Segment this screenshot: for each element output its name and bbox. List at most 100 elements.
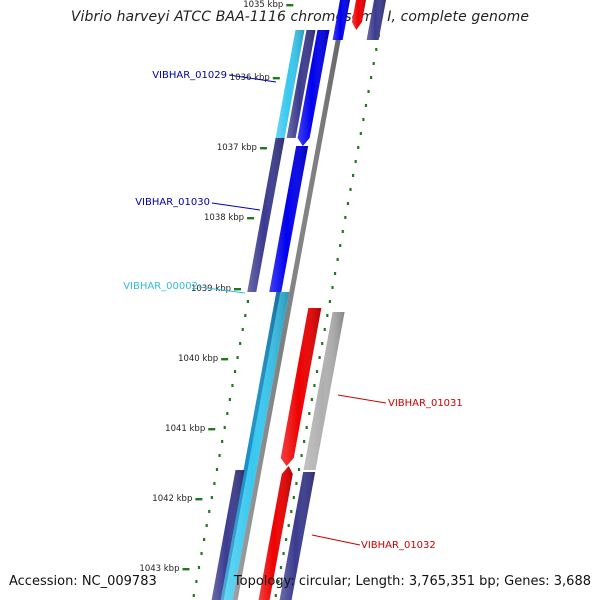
map-title: Vibrio harveyi ATCC BAA-1116 chromosome …: [70, 9, 530, 25]
ring-dot-outer: [318, 356, 321, 359]
ring-dot-outer: [313, 384, 316, 387]
ring-dot-outer: [328, 300, 331, 303]
feature-blue-cds-1-shade: [297, 30, 330, 146]
tick-label: 1040 kbp: [178, 354, 218, 364]
ring-dot-inner: [215, 468, 219, 471]
label-leader: [198, 286, 246, 294]
label-leader: [228, 74, 277, 83]
ring-dot-outer: [359, 132, 362, 135]
ring-dot-outer: [308, 412, 311, 415]
feature-blue-cds-2-shade: [269, 146, 309, 292]
ring-dot-outer: [321, 342, 324, 345]
ring-dot-outer: [351, 174, 355, 177]
feature-vibhar-01031-red-shade: [280, 308, 322, 466]
feature-top-purple-shade: [366, 0, 386, 40]
ring-dot-inner: [213, 482, 216, 485]
ring-dot-inner: [228, 398, 231, 401]
ring-dot-inner: [244, 314, 247, 317]
feature-lower-purple-shade: [211, 470, 245, 600]
feature-vibhar-01030-shade: [247, 138, 285, 292]
ring-dot-outer: [297, 468, 301, 471]
ring-dot-outer: [305, 426, 308, 429]
feature-vibhar-01032-shade: [258, 466, 293, 600]
tick-mark: [259, 147, 267, 150]
ring-dot-outer: [279, 566, 283, 569]
ring-dot-inner: [195, 580, 198, 583]
ring-dot-inner: [203, 538, 206, 541]
ring-dot-inner: [192, 594, 195, 597]
ring-dot-inner: [223, 426, 226, 429]
ring-dot-outer: [370, 76, 373, 79]
ring-dot-outer: [341, 230, 344, 233]
ring-dot-outer: [344, 216, 347, 219]
ring-dot-outer: [354, 160, 357, 163]
feature-vibhar-01029-rna-shade: [275, 30, 305, 138]
tick-label: 1043 kbp: [139, 564, 179, 574]
ring-dot-outer: [315, 370, 319, 373]
tick-mark: [195, 498, 203, 501]
ring-dot-outer: [372, 62, 375, 65]
ring-dot-outer: [339, 244, 342, 247]
ring-dot-inner: [226, 412, 229, 415]
ring-dot-outer: [326, 314, 329, 317]
ring-dot-outer: [295, 482, 298, 485]
tick-mark: [286, 4, 294, 7]
feature-tracks: [211, 0, 386, 600]
ring-dot-outer: [331, 286, 334, 289]
tick-label: 1042 kbp: [152, 494, 192, 504]
ring-dot-inner: [239, 342, 242, 345]
ring-dot-inner: [208, 510, 211, 513]
ring-dot-outer: [364, 104, 368, 107]
feature-vibhar-01029-shade: [286, 30, 316, 138]
feature-label-vibhar-01029: VIBHAR_01029: [152, 70, 227, 81]
tick-mark: [221, 358, 229, 361]
tick-label: 1035 kbp: [243, 0, 283, 10]
ring-dot-inner: [210, 496, 213, 499]
tick-mark: [208, 428, 216, 431]
label-leader: [211, 202, 261, 211]
ring-dot-inner: [200, 552, 203, 555]
ring-dot-outer: [349, 188, 352, 191]
backbone-track: [232, 20, 345, 600]
label-leader: [337, 394, 387, 404]
feature-vibhar-01031-shade: [303, 312, 345, 470]
ring-dot-outer: [290, 510, 293, 513]
tick-label: 1038 kbp: [204, 213, 244, 223]
ring-dot-outer: [277, 580, 280, 583]
ring-dot-outer: [323, 328, 326, 331]
ring-dot-inner: [221, 440, 224, 443]
ring-dot-outer: [287, 524, 290, 527]
ring-dot-inner: [236, 356, 239, 359]
tick-label: 1037 kbp: [217, 143, 257, 153]
ring-dot-inner: [218, 454, 221, 457]
feature-label-vibhar-01030: VIBHAR_01030: [135, 197, 210, 208]
tick-mark: [272, 77, 280, 80]
ring-dot-outer: [362, 118, 365, 121]
ring-dot-outer: [300, 454, 303, 457]
topology-text: Topology: circular; Length: 3,765,351 bp…: [233, 574, 591, 589]
ring-dot-outer: [336, 258, 339, 261]
feature-top-red-shade: [351, 0, 366, 30]
ring-dot-outer: [346, 202, 350, 205]
ring-dot-outer: [333, 272, 337, 275]
feature-top-blue-shade: [332, 0, 350, 40]
tick-mark: [234, 288, 242, 291]
ring-dot-inner: [241, 328, 244, 331]
ring-dot-inner: [233, 370, 237, 373]
ring-dot-outer: [285, 538, 288, 541]
ring-dot-outer: [274, 594, 277, 597]
feature-label-vibhar-00002: VIBHAR_00002: [123, 281, 198, 292]
ring-dot-outer: [282, 552, 285, 555]
feature-label-vibhar-01032: VIBHAR_01032: [361, 540, 436, 551]
ring-dot-outer: [292, 496, 295, 499]
ring-dot-outer: [367, 90, 370, 93]
tick-mark: [182, 568, 190, 571]
label-leader: [311, 534, 361, 546]
tick-mark: [247, 217, 255, 220]
ring-dot-outer: [375, 48, 378, 51]
accession-text: Accession: NC_009783: [9, 574, 157, 589]
feature-lower-purple-2-shade: [279, 472, 316, 600]
backbone-line-shade: [232, 20, 345, 600]
ring-dot-inner: [197, 566, 201, 569]
